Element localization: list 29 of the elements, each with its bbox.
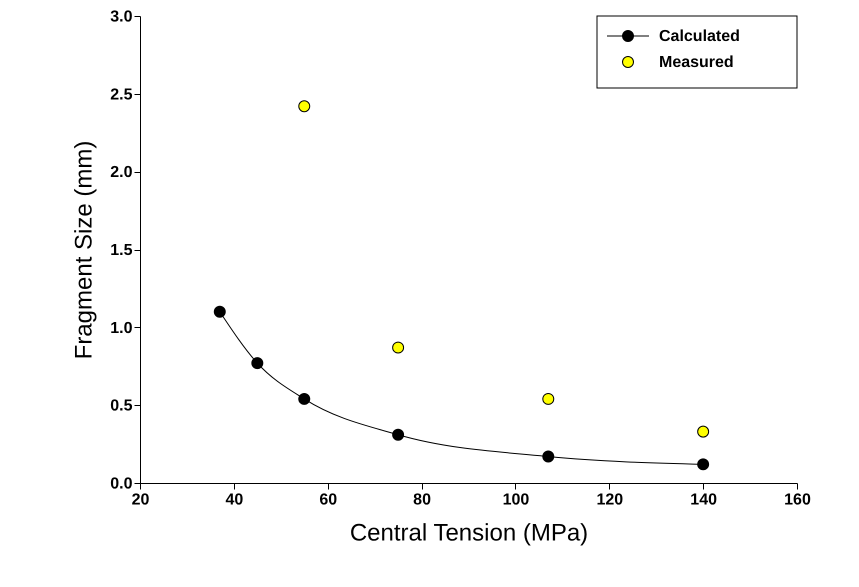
legend-label: Measured <box>659 54 734 71</box>
x-tick-label: 60 <box>319 492 338 508</box>
y-tick-label: 0.5 <box>110 398 133 415</box>
y-tick-label: 2.0 <box>110 164 133 182</box>
y-tick-label: 1.5 <box>110 242 133 259</box>
x-tick-label: 140 <box>690 492 718 508</box>
x-tick-label: 100 <box>502 492 530 508</box>
x-tick-label: 20 <box>132 492 150 508</box>
point <box>392 342 404 354</box>
x-tick-label: 160 <box>784 492 811 508</box>
point <box>214 306 226 318</box>
legend-label: Calculated <box>659 28 740 45</box>
x-tick-label: 120 <box>596 492 624 508</box>
point <box>697 426 710 438</box>
point <box>542 450 554 463</box>
y-axis-title: Fragment Size (mm) <box>70 140 98 360</box>
point <box>697 458 710 470</box>
x-tick-label: 40 <box>225 492 244 508</box>
y-tick-label: 2.5 <box>110 86 133 104</box>
point <box>251 357 264 370</box>
point <box>298 392 310 405</box>
x-axis-title: Central Tension (MPa) <box>350 520 588 546</box>
y-tick-label: 1.0 <box>110 320 133 337</box>
point <box>392 428 404 441</box>
y-tick-label: 0.0 <box>110 476 133 492</box>
y-tick-label: 3.0 <box>110 8 133 26</box>
x-tick-label: 80 <box>413 492 432 508</box>
point <box>298 100 310 112</box>
point <box>542 392 554 405</box>
